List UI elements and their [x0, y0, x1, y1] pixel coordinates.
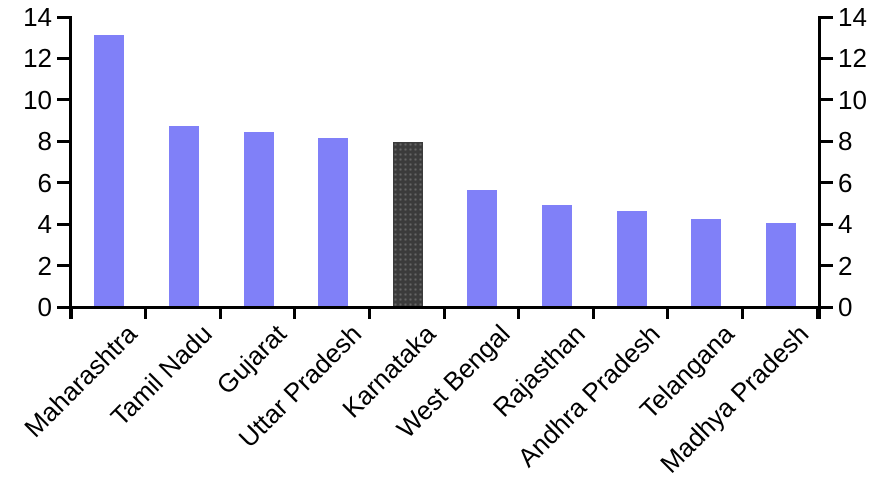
y-tick-right-12 [821, 56, 833, 60]
y-axis-right-label-8: 8 [838, 126, 853, 157]
x-tick-9 [740, 309, 744, 319]
y-tick-right-4 [821, 222, 833, 226]
bar-andhra-pradesh [616, 210, 647, 306]
y-axis-left-label-0: 0 [37, 292, 52, 322]
y-tick-right-0 [821, 305, 833, 309]
y-axis-right [818, 16, 821, 319]
y-axis-left-label-2: 2 [37, 250, 52, 281]
x-tick-7 [591, 309, 595, 319]
bar-rajasthan [541, 204, 572, 306]
bar-karnataka [392, 142, 423, 306]
x-axis [69, 306, 821, 309]
y-tick-right-8 [821, 139, 833, 143]
x-tick-1 [144, 309, 148, 319]
bar-west-bengal [467, 190, 498, 306]
x-tick-4 [367, 309, 371, 319]
y-axis-right-label-14: 14 [838, 2, 867, 32]
x-tick-6 [517, 309, 521, 319]
y-tick-left-12 [57, 56, 69, 60]
y-axis-right-label-0: 0 [838, 292, 853, 322]
y-tick-right-6 [821, 181, 833, 185]
bar-uttar-pradesh [318, 138, 349, 306]
x-tick-0 [69, 309, 73, 319]
y-axis-right-label-10: 10 [838, 84, 867, 115]
y-tick-left-8 [57, 139, 69, 143]
x-tick-10 [815, 309, 819, 319]
y-axis-left-label-14: 14 [23, 2, 52, 32]
y-axis-left-label-8: 8 [37, 126, 52, 157]
y-axis-right-label-4: 4 [838, 209, 853, 240]
y-axis-left-label-10: 10 [23, 84, 52, 115]
y-axis-left-label-12: 12 [23, 43, 52, 74]
y-axis-left-label-4: 4 [37, 209, 52, 240]
x-tick-8 [666, 309, 670, 319]
y-axis-right-label-12: 12 [838, 43, 867, 74]
y-axis-left-label-6: 6 [37, 167, 52, 198]
y-axis-left [69, 16, 72, 319]
y-tick-left-6 [57, 181, 69, 185]
y-tick-right-14 [821, 15, 833, 19]
bar-gujarat [243, 132, 274, 306]
x-tick-2 [218, 309, 222, 319]
y-tick-right-2 [821, 264, 833, 268]
x-tick-3 [293, 309, 297, 319]
y-tick-right-10 [821, 98, 833, 102]
x-tick-5 [442, 309, 446, 319]
bar-telangana [691, 219, 722, 306]
bar-maharashtra [94, 34, 125, 306]
y-tick-left-0 [57, 305, 69, 309]
y-tick-left-4 [57, 222, 69, 226]
y-axis-right-label-2: 2 [838, 250, 853, 281]
y-tick-left-2 [57, 264, 69, 268]
y-tick-left-14 [57, 15, 69, 19]
y-axis-right-label-6: 6 [838, 167, 853, 198]
bar-madhya-pradesh [765, 223, 796, 306]
y-tick-left-10 [57, 98, 69, 102]
bar-tamil-nadu [168, 125, 199, 306]
